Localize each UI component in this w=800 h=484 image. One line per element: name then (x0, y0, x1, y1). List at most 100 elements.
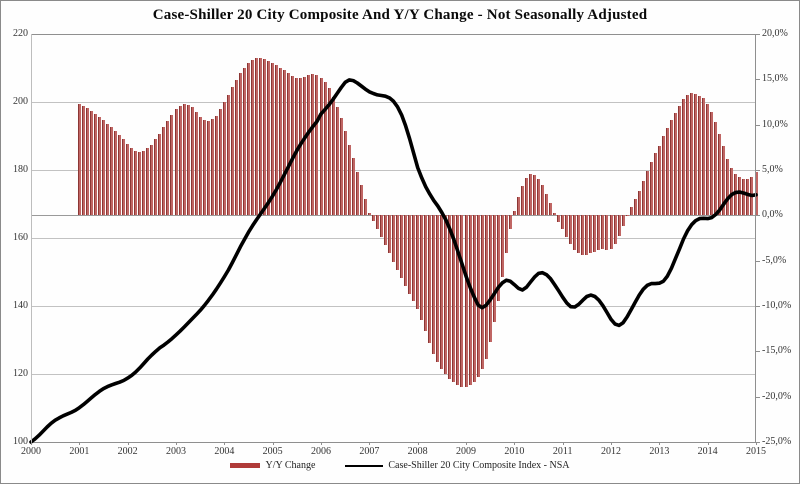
yy-change-bar (742, 179, 746, 216)
yy-change-bar (186, 104, 190, 216)
yy-change-bar (110, 127, 114, 216)
gridline (31, 374, 756, 375)
yy-change-bar (146, 148, 150, 216)
yy-change-bar (484, 215, 488, 359)
right-axis-line (755, 34, 756, 442)
yy-change-bar (621, 215, 625, 227)
yy-change-bar (657, 145, 661, 216)
yy-change-bar (448, 215, 452, 379)
x-axis-tick (563, 442, 564, 445)
yy-change-bar (315, 74, 319, 216)
yy-change-bar (198, 116, 202, 216)
x-axis-tick-label: 2006 (311, 446, 331, 457)
x-axis-tick (128, 442, 129, 445)
right-axis-tick (756, 125, 760, 126)
yy-change-bar (537, 179, 540, 216)
yy-change-bar (311, 73, 315, 216)
yy-change-bar (746, 179, 750, 216)
x-axis-tick (321, 442, 322, 445)
yy-change-bar (718, 133, 722, 216)
right-axis-tick (756, 34, 760, 35)
yy-change-bar (138, 151, 142, 216)
yy-change-bar (573, 215, 577, 250)
yy-change-bar (379, 215, 383, 238)
yy-change-bar (557, 215, 561, 222)
yy-change-bar (722, 146, 726, 216)
left-axis-tick-label: 120 (13, 368, 28, 379)
x-axis-tick-label: 2001 (69, 446, 90, 457)
x-axis-tick-label: 2008 (407, 446, 428, 457)
yy-change-bar (93, 113, 97, 216)
yy-change-bar (464, 215, 468, 387)
x-axis-tick-label: 2011 (552, 446, 573, 457)
x-axis-tick-label: 2015 (746, 446, 766, 457)
yy-change-bar (97, 116, 101, 216)
yy-change-bar (359, 185, 363, 216)
yy-change-bar (456, 215, 460, 385)
yy-change-bar (613, 215, 617, 245)
left-axis-tick-label: 220 (13, 28, 28, 39)
yy-change-bar (565, 215, 569, 238)
yy-change-bar (166, 121, 170, 216)
yy-change-bar (440, 215, 444, 369)
x-axis-tick (79, 442, 80, 445)
yy-change-bar (597, 215, 601, 250)
index-line (29, 78, 758, 444)
legend-label-yy-change: Y/Y Change (265, 460, 316, 471)
yy-change-bar (690, 92, 694, 216)
yy-change-bar (404, 215, 408, 287)
yy-change-bar (396, 215, 400, 270)
x-axis-tick (176, 442, 177, 445)
yy-change-bar (589, 215, 593, 254)
yy-change-bar (710, 111, 714, 216)
yy-change-bar (383, 215, 387, 246)
yy-change-bar (77, 103, 81, 216)
yy-change-bar (541, 185, 545, 216)
yy-change-bar (504, 215, 508, 253)
yy-change-bar (476, 215, 480, 377)
yy-change-bar (327, 88, 331, 216)
yy-change-bar (444, 215, 448, 374)
yy-change-bar (637, 190, 641, 216)
yy-change-bar (85, 108, 89, 216)
yy-change-bar (512, 210, 516, 216)
x-axis-tick-label: 2010 (504, 446, 525, 457)
yy-change-bar (375, 215, 379, 229)
yy-change-bar (520, 186, 524, 216)
right-axis-tick (756, 170, 760, 171)
yy-change-bar (569, 215, 573, 245)
yy-change-bar (420, 215, 424, 320)
yy-change-bar (452, 215, 456, 383)
yy-change-bar (158, 133, 162, 216)
yy-change-bar (665, 128, 669, 216)
right-axis-tick (756, 351, 760, 352)
yy-change-bar (190, 107, 194, 216)
yy-change-bar (714, 121, 718, 216)
right-axis-tick (756, 215, 760, 216)
yy-change-bar (400, 215, 404, 278)
yy-change-bar (706, 103, 710, 216)
yy-change-bar (206, 121, 210, 216)
legend-item-index: Case-Shiller 20 City Composite Index - N… (345, 460, 570, 471)
yy-change-bar (102, 120, 105, 216)
yy-change-bar (524, 178, 528, 216)
index-line-path (29, 78, 758, 444)
gridline (31, 442, 756, 443)
x-axis-tick (369, 442, 370, 445)
yy-change-bar (496, 215, 500, 301)
yy-change-bar (222, 102, 226, 216)
yy-change-bar (343, 131, 347, 216)
yy-change-bar (331, 96, 335, 216)
yy-change-bar (118, 134, 122, 216)
yy-change-bar (392, 215, 395, 262)
yy-change-bar (593, 215, 597, 252)
yy-change-bar (335, 106, 339, 216)
right-axis-tick (756, 397, 760, 398)
yy-change-bar (267, 61, 271, 216)
left-axis-tick-label: 100 (13, 436, 28, 447)
yy-change-bar (367, 212, 371, 216)
right-axis-tick (756, 79, 760, 80)
right-axis-tick-label: 15,0% (762, 73, 788, 85)
x-axis-tick (418, 442, 419, 445)
yy-change-bar (355, 171, 359, 216)
